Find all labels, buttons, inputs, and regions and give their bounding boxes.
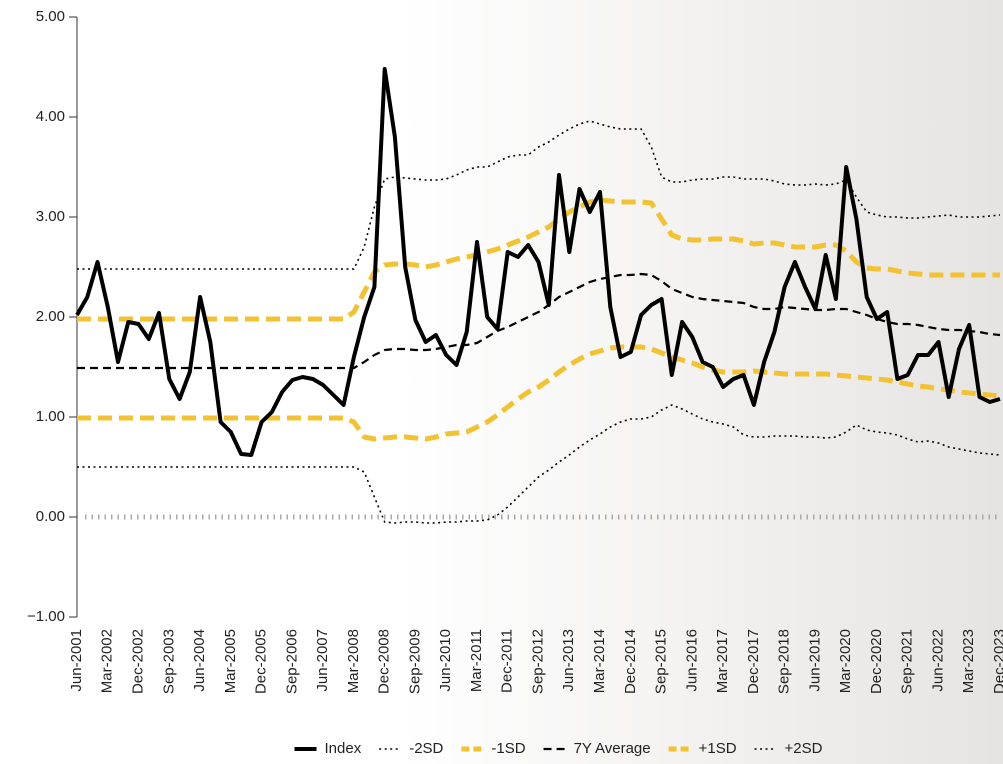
x-tick-label: Mar-2020 (837, 629, 854, 693)
x-tick-label: Sep-2006 (283, 629, 300, 694)
x-tick-label: Dec-2023 (991, 629, 1003, 694)
x-tick-label: Mar-2011 (468, 629, 485, 692)
series-line (77, 404, 1001, 524)
x-tick-label: Dec-2005 (253, 629, 270, 694)
x-tick-label: Jun-2022 (929, 629, 946, 692)
x-tick-label: Jun-2010 (437, 629, 454, 692)
y-tick-label: 1.00 (36, 408, 65, 425)
legend-label: +1SD (699, 740, 737, 757)
x-tick-label: Sep-2012 (529, 629, 546, 694)
legend-label: +2SD (785, 740, 823, 757)
x-tick-label: Sep-2009 (406, 629, 423, 694)
x-tick-label: Dec-2002 (130, 629, 147, 694)
x-tick-label: Dec-2017 (745, 629, 762, 694)
y-tick-label: −1.00 (27, 608, 65, 625)
x-tick-label: Mar-2008 (345, 629, 362, 693)
y-tick-label: 0.00 (36, 508, 65, 525)
x-tick-label: Jun-2013 (560, 629, 577, 692)
x-tick-label: Mar-2017 (714, 629, 731, 693)
legend-label: -2SD (409, 740, 443, 757)
x-tick-label: Jun-2007 (314, 629, 331, 692)
x-tick-label: Mar-2005 (222, 629, 239, 693)
series-line (77, 120, 1001, 270)
x-tick-label: Dec-2014 (622, 629, 639, 694)
y-tick-label: 2.00 (36, 308, 65, 325)
x-tick-label: Mar-2002 (99, 629, 116, 693)
x-tick-label: Jun-2004 (191, 629, 208, 692)
x-tick-label: Sep-2015 (653, 629, 670, 694)
x-tick-label: Dec-2011 (499, 629, 516, 693)
series-line (77, 272, 1001, 370)
legend-label: Index (325, 740, 362, 757)
series-line (77, 344, 1001, 442)
x-tick-label: Dec-2008 (376, 629, 393, 694)
x-tick-label: Sep-2018 (776, 629, 793, 694)
x-tick-label: Jun-2001 (68, 629, 85, 692)
y-tick-label: 4.00 (36, 108, 65, 125)
x-tick-label: Jun-2019 (806, 629, 823, 692)
legend-label: 7Y Average (574, 740, 651, 757)
x-tick-label: Mar-2014 (591, 629, 608, 693)
x-tick-label: Sep-2021 (899, 629, 916, 694)
series-line (75, 67, 1001, 457)
series-line (77, 197, 1000, 322)
x-tick-label: Dec-2020 (868, 629, 885, 694)
x-tick-label: Mar-2023 (960, 629, 977, 693)
x-tick-label: Sep-2003 (160, 629, 177, 694)
x-tick-label: Jun-2016 (683, 629, 700, 692)
legend-label: -1SD (491, 740, 525, 757)
y-tick-label: 5.00 (36, 8, 65, 25)
legend: Index -2SD -1SD 7Y Average +1SD +2SD (294, 740, 823, 757)
y-tick-label: 3.00 (36, 208, 65, 225)
